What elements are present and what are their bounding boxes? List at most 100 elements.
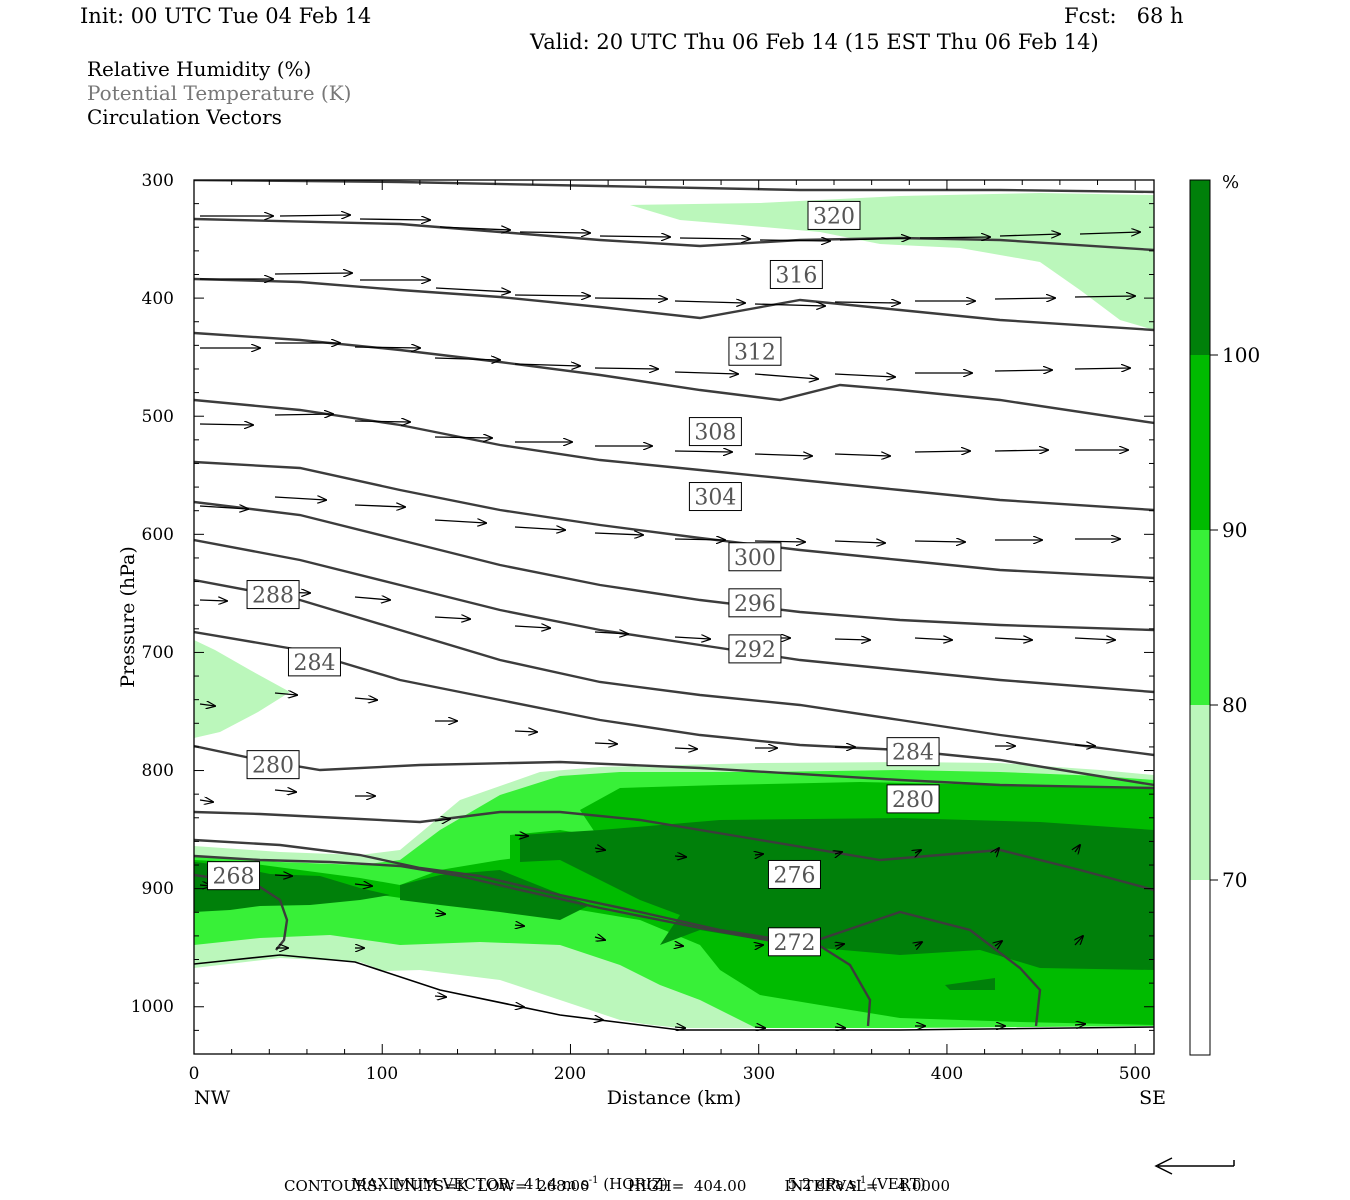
colorbar-100 bbox=[1190, 180, 1210, 355]
max-vector-horiz-label: (HORIZ) bbox=[598, 1175, 669, 1193]
svg-text:268: 268 bbox=[213, 865, 255, 890]
surface-line bbox=[194, 954, 1154, 1031]
max-vector-horiz-exp: -1 bbox=[588, 1175, 599, 1186]
xtick-500: 500 bbox=[1119, 1064, 1151, 1084]
colorbar-label-100: 100 bbox=[1222, 343, 1260, 367]
contour-308 bbox=[194, 331, 1154, 425]
max-vector-vert-label: (VERT) bbox=[866, 1175, 926, 1193]
svg-text:292: 292 bbox=[734, 638, 776, 663]
svg-text:312: 312 bbox=[734, 340, 776, 365]
y-axis-label: Pressure (hPa) bbox=[117, 546, 139, 688]
contour-label-320: 320 bbox=[807, 200, 861, 230]
max-vector-vert-text: 5.2 dPa s-1 (VERT) bbox=[778, 1157, 926, 1193]
svg-text:316: 316 bbox=[775, 263, 817, 288]
colorbar-label-90: 90 bbox=[1222, 518, 1247, 542]
svg-text:304: 304 bbox=[694, 486, 736, 511]
xtick-400: 400 bbox=[931, 1064, 963, 1084]
colorbar-80 bbox=[1190, 530, 1210, 705]
max-vector-text: MAXIMUM VECTOR: 41.4 m s-1 (HORIZ) bbox=[342, 1157, 668, 1193]
x-right-end-label: SE bbox=[1139, 1087, 1166, 1109]
y-tick-labels: 300 400 500 600 700 800 900 1000 bbox=[131, 171, 174, 1017]
ytick-600: 600 bbox=[142, 525, 174, 545]
colorbar-unit: % bbox=[1222, 172, 1239, 193]
ytick-500: 500 bbox=[142, 407, 174, 427]
contour-292 bbox=[194, 538, 1154, 694]
ytick-900: 900 bbox=[142, 879, 174, 899]
contour-320 bbox=[194, 180, 1154, 194]
x-tick-labels: 0 100 200 300 400 500 bbox=[189, 1064, 1152, 1084]
svg-text:308: 308 bbox=[694, 421, 736, 446]
contour-label-284: 284 bbox=[287, 647, 341, 677]
contour-300 bbox=[194, 460, 1154, 580]
colorbar-label-70: 70 bbox=[1222, 868, 1247, 892]
contour-label-312: 312 bbox=[728, 336, 782, 366]
valid-time: Valid: 20 UTC Thu 06 Feb 14 (15 EST Thu … bbox=[530, 30, 1099, 54]
contour-labels: 320 316 312 308 304 300 296 292 288 284 284 280 280 2… bbox=[207, 200, 940, 957]
ytick-1000: 1000 bbox=[131, 997, 174, 1017]
svg-text:320: 320 bbox=[813, 204, 855, 229]
legend-vectors: Circulation Vectors bbox=[87, 105, 282, 129]
svg-text:280: 280 bbox=[252, 754, 294, 779]
plot-frame bbox=[193, 179, 1155, 1055]
contour-label-280: 280 bbox=[886, 784, 940, 814]
svg-text:284: 284 bbox=[892, 741, 934, 766]
contours-info: CONTOURS: UNITS=K LOW= 268.00 HIGH= 404.… bbox=[284, 1177, 950, 1195]
colorbar: % 100 90 80 70 bbox=[1189, 172, 1260, 1056]
contour-label-308: 308 bbox=[688, 417, 742, 447]
contour-312 bbox=[194, 277, 1154, 332]
init-time: Init: 00 UTC Tue 04 Feb 14 bbox=[80, 4, 372, 28]
rh100-small-patch bbox=[945, 978, 995, 990]
rh70-left-region bbox=[194, 640, 290, 738]
circulation-vectors bbox=[199, 215, 1140, 1028]
x-axis-label: Distance (km) bbox=[607, 1087, 742, 1109]
contour-label-284: 284 bbox=[886, 737, 940, 767]
colorbar-label-80: 80 bbox=[1222, 693, 1247, 717]
svg-text:284: 284 bbox=[293, 651, 335, 676]
contour-label-276: 276 bbox=[767, 859, 821, 889]
contour-label-300: 300 bbox=[728, 542, 782, 572]
svg-text:296: 296 bbox=[734, 592, 776, 617]
xtick-100: 100 bbox=[366, 1064, 398, 1084]
svg-text:288: 288 bbox=[252, 584, 294, 609]
contour-label-280: 280 bbox=[246, 750, 300, 780]
ytick-300: 300 bbox=[142, 171, 174, 191]
colorbar-90 bbox=[1190, 355, 1210, 530]
max-vector-vert-exp: -1 bbox=[856, 1175, 867, 1186]
colorbar-70 bbox=[1190, 705, 1210, 880]
xtick-0: 0 bbox=[189, 1064, 200, 1084]
reference-vector-arrow-icon bbox=[1154, 1157, 1235, 1175]
ytick-700: 700 bbox=[142, 643, 174, 663]
rh-shading bbox=[194, 193, 1154, 1054]
colorbar-frame bbox=[1189, 179, 1211, 1056]
contour-272 bbox=[194, 854, 1042, 1027]
max-vector-horiz-value: MAXIMUM VECTOR: 41.4 m s bbox=[351, 1175, 589, 1193]
contour-280b bbox=[194, 810, 1154, 892]
svg-text:300: 300 bbox=[734, 546, 776, 571]
rh70-upper-region bbox=[630, 193, 1154, 330]
contour-label-296: 296 bbox=[728, 588, 782, 618]
contour-288 bbox=[194, 578, 1154, 757]
contour-316 bbox=[194, 217, 1154, 252]
rh100-corner-patch bbox=[1040, 930, 1154, 970]
contour-276 bbox=[194, 838, 872, 1027]
contour-label-292: 292 bbox=[728, 634, 782, 664]
ytick-800: 800 bbox=[142, 761, 174, 781]
svg-text:272: 272 bbox=[773, 931, 815, 956]
rh100-mid-region bbox=[400, 870, 590, 920]
contour-label-268: 268 bbox=[207, 861, 261, 891]
xtick-200: 200 bbox=[554, 1064, 586, 1084]
contour-296 bbox=[194, 500, 1154, 632]
legend-theta: Potential Temperature (K) bbox=[87, 81, 352, 105]
contour-label-304: 304 bbox=[688, 482, 742, 512]
forecast-hour: Fcst: 68 h bbox=[1064, 4, 1184, 28]
contour-label-316: 316 bbox=[769, 259, 823, 289]
svg-text:280: 280 bbox=[892, 788, 934, 813]
x-left-end-label: NW bbox=[194, 1087, 231, 1109]
colorbar-0 bbox=[1190, 880, 1210, 1055]
xtick-300: 300 bbox=[743, 1064, 775, 1084]
axis-ticks bbox=[193, 179, 1154, 1055]
max-vector-vert-value: 5.2 dPa s bbox=[787, 1175, 857, 1193]
contour-label-272: 272 bbox=[767, 927, 821, 957]
contour-284 bbox=[194, 630, 1154, 787]
